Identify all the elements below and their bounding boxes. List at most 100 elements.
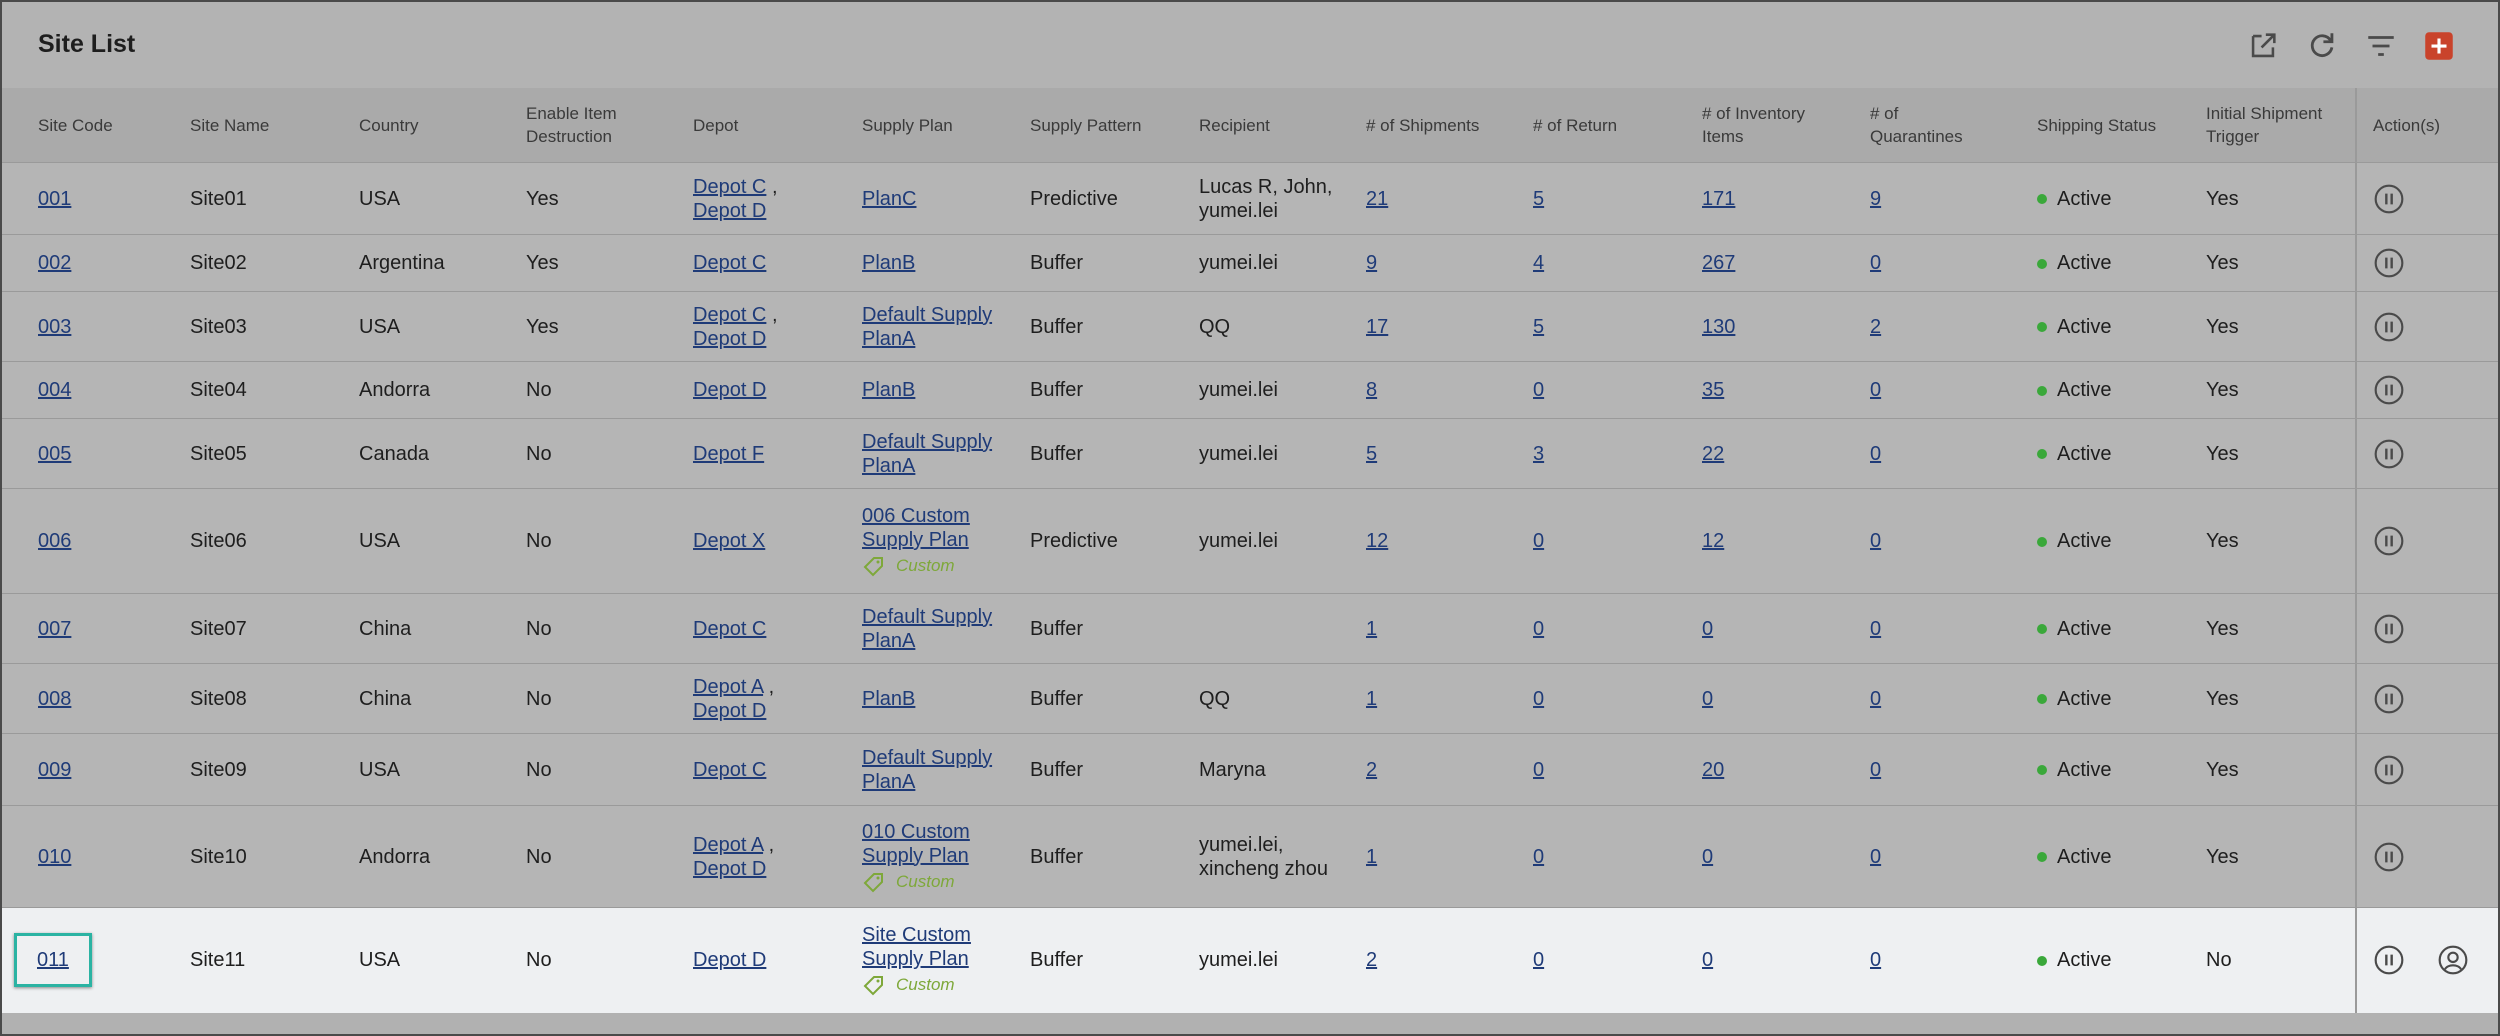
inventory-link[interactable]: 35 <box>1702 379 1725 401</box>
quarantines-link[interactable]: 0 <box>1870 758 1882 781</box>
returns-link[interactable]: 0 <box>1533 687 1545 710</box>
pause-button[interactable] <box>2373 841 2405 873</box>
pause-button[interactable] <box>2373 613 2405 645</box>
quarantines-link[interactable]: 0 <box>1870 687 1882 710</box>
quarantines-link[interactable]: 0 <box>1870 845 1882 868</box>
supply-plan-link[interactable]: Site Custom Supply Plan <box>862 924 971 971</box>
inventory-link[interactable]: 0 <box>1702 687 1714 710</box>
site-code-link[interactable]: 011 <box>37 949 69 972</box>
quarantines-link[interactable]: 9 <box>1870 187 1882 210</box>
depot-link[interactable]: Depot C <box>693 758 767 781</box>
supply-plan-link[interactable]: Default Supply PlanA <box>862 303 993 350</box>
inventory-link[interactable]: 22 <box>1702 442 1725 465</box>
returns-link[interactable]: 0 <box>1533 530 1545 552</box>
depot-link[interactable]: Depot D <box>693 327 767 350</box>
pause-button[interactable] <box>2373 754 2405 786</box>
site-code-link[interactable]: 003 <box>38 315 72 338</box>
supply-plan-link[interactable]: Default Supply PlanA <box>862 746 993 793</box>
supply-plan-link[interactable]: Default Supply PlanA <box>862 430 993 477</box>
depot-link[interactable]: Depot D <box>693 949 767 972</box>
shipments-link[interactable]: 8 <box>1366 379 1378 401</box>
site-code-link[interactable]: 002 <box>38 252 72 274</box>
site-action-button[interactable] <box>2437 944 2469 976</box>
supply-plan-link[interactable]: 010 Custom Supply Plan <box>862 820 970 867</box>
add-button[interactable] <box>2424 31 2454 61</box>
supply-plan-link[interactable]: PlanC <box>862 187 917 210</box>
returns-link[interactable]: 0 <box>1533 617 1545 640</box>
depot-link[interactable]: Depot C <box>693 175 767 198</box>
shipments-link[interactable]: 9 <box>1366 252 1378 274</box>
quarantines-link[interactable]: 0 <box>1870 379 1882 401</box>
site-code-link[interactable]: 005 <box>38 442 72 465</box>
pause-button[interactable] <box>2373 683 2405 715</box>
site-code-link[interactable]: 008 <box>38 687 72 710</box>
depot-link[interactable]: Depot F <box>693 442 765 465</box>
quarantines-link[interactable]: 0 <box>1870 617 1882 640</box>
site-code-link[interactable]: 004 <box>38 379 72 401</box>
supply-plan-link[interactable]: PlanB <box>862 252 916 274</box>
returns-link[interactable]: 4 <box>1533 252 1545 274</box>
refresh-button[interactable] <box>2305 29 2339 63</box>
quarantines-link[interactable]: 2 <box>1870 315 1882 338</box>
site-code-link[interactable]: 006 <box>38 530 72 552</box>
quarantines-link[interactable]: 0 <box>1870 530 1882 552</box>
quarantines-link[interactable]: 0 <box>1870 252 1882 274</box>
returns-link[interactable]: 0 <box>1533 379 1545 401</box>
inventory-link[interactable]: 20 <box>1702 758 1725 781</box>
cell: Site10 <box>190 805 359 908</box>
pause-button[interactable] <box>2373 247 2405 279</box>
depot-link[interactable]: Depot A <box>693 833 764 856</box>
returns-link[interactable]: 0 <box>1533 949 1545 972</box>
site-code-link[interactable]: 009 <box>38 758 72 781</box>
returns-link[interactable]: 0 <box>1533 845 1545 868</box>
inventory-link[interactable]: 130 <box>1702 315 1736 338</box>
pause-button[interactable] <box>2373 525 2405 557</box>
depot-link[interactable]: Depot A <box>693 675 764 698</box>
shipments-link[interactable]: 2 <box>1366 758 1378 781</box>
pause-button[interactable] <box>2373 311 2405 343</box>
inventory-link[interactable]: 267 <box>1702 252 1736 274</box>
shipments-link[interactable]: 12 <box>1366 530 1389 552</box>
pause-button[interactable] <box>2373 438 2405 470</box>
quarantines-link[interactable]: 0 <box>1870 442 1882 465</box>
inventory-link[interactable]: 171 <box>1702 187 1736 210</box>
site-code-link[interactable]: 007 <box>38 617 72 640</box>
supply-plan-link[interactable]: Default Supply PlanA <box>862 605 993 652</box>
cell: Default Supply PlanA <box>862 418 1030 489</box>
returns-link[interactable]: 0 <box>1533 758 1545 781</box>
returns-link[interactable]: 3 <box>1533 442 1545 465</box>
inventory-link[interactable]: 0 <box>1702 617 1714 640</box>
quarantines-link[interactable]: 0 <box>1870 949 1882 972</box>
depot-link[interactable]: Depot C <box>693 617 767 640</box>
depot-link[interactable]: Depot D <box>693 379 767 401</box>
shipments-link[interactable]: 1 <box>1366 845 1378 868</box>
site-code-link[interactable]: 001 <box>38 187 72 210</box>
site-code-link[interactable]: 010 <box>38 845 72 868</box>
pause-button[interactable] <box>2373 183 2405 215</box>
shipments-link[interactable]: 21 <box>1366 187 1389 210</box>
supply-plan-link[interactable]: PlanB <box>862 379 916 401</box>
depot-link[interactable]: Depot C <box>693 252 767 274</box>
depot-link[interactable]: Depot D <box>693 199 767 222</box>
recipient: yumei.lei, xincheng zhou <box>1199 833 1328 880</box>
pause-button[interactable] <box>2373 374 2405 406</box>
inventory-link[interactable]: 0 <box>1702 949 1714 972</box>
shipments-link[interactable]: 1 <box>1366 687 1378 710</box>
pause-button[interactable] <box>2373 944 2405 976</box>
filter-button[interactable] <box>2364 29 2398 63</box>
inventory-link[interactable]: 12 <box>1702 530 1725 552</box>
shipments-link[interactable]: 17 <box>1366 315 1389 338</box>
export-button[interactable] <box>2246 29 2280 63</box>
supply-plan-link[interactable]: PlanB <box>862 687 916 710</box>
depot-link[interactable]: Depot D <box>693 699 767 722</box>
returns-link[interactable]: 5 <box>1533 187 1545 210</box>
shipments-link[interactable]: 2 <box>1366 949 1378 972</box>
returns-link[interactable]: 5 <box>1533 315 1545 338</box>
shipments-link[interactable]: 5 <box>1366 442 1378 465</box>
depot-link[interactable]: Depot C <box>693 303 767 326</box>
shipments-link[interactable]: 1 <box>1366 617 1378 640</box>
inventory-link[interactable]: 0 <box>1702 845 1714 868</box>
depot-link[interactable]: Depot D <box>693 857 767 880</box>
depot-link[interactable]: Depot X <box>693 530 766 552</box>
supply-plan-link[interactable]: 006 Custom Supply Plan <box>862 505 970 551</box>
